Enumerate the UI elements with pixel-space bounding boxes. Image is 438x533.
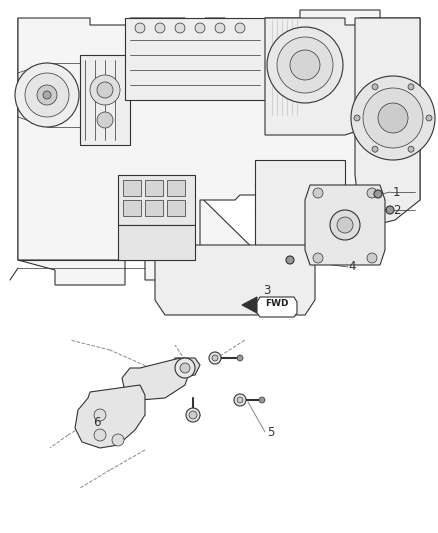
Polygon shape	[118, 225, 195, 260]
Circle shape	[313, 253, 323, 263]
Polygon shape	[170, 358, 200, 378]
Circle shape	[97, 82, 113, 98]
Bar	[145, 200, 163, 216]
Circle shape	[354, 115, 360, 121]
Circle shape	[189, 411, 197, 419]
Circle shape	[237, 355, 243, 361]
Bar	[10, 10, 430, 290]
Polygon shape	[155, 245, 315, 315]
Polygon shape	[118, 175, 195, 225]
Circle shape	[363, 88, 423, 148]
Text: 6: 6	[93, 416, 100, 429]
Circle shape	[386, 206, 394, 214]
Circle shape	[97, 112, 113, 128]
Circle shape	[94, 409, 106, 421]
Polygon shape	[255, 160, 345, 255]
Circle shape	[195, 23, 205, 33]
Circle shape	[290, 50, 320, 80]
Circle shape	[286, 256, 294, 264]
Circle shape	[426, 115, 432, 121]
Polygon shape	[80, 55, 130, 145]
Circle shape	[372, 146, 378, 152]
Text: 4: 4	[348, 260, 356, 272]
Circle shape	[215, 23, 225, 33]
Circle shape	[367, 253, 377, 263]
Circle shape	[209, 352, 221, 364]
Polygon shape	[125, 18, 265, 100]
Polygon shape	[18, 10, 420, 260]
Circle shape	[25, 73, 69, 117]
Circle shape	[374, 190, 382, 198]
Text: FWD: FWD	[265, 300, 289, 309]
Circle shape	[180, 363, 190, 373]
Circle shape	[175, 358, 195, 378]
Circle shape	[235, 23, 245, 33]
Bar	[145, 180, 163, 196]
Circle shape	[372, 84, 378, 90]
Bar	[167, 180, 185, 196]
Polygon shape	[355, 18, 420, 225]
Polygon shape	[305, 185, 385, 265]
Polygon shape	[265, 18, 380, 135]
Polygon shape	[75, 385, 145, 448]
Circle shape	[277, 37, 333, 93]
Text: 2: 2	[393, 204, 400, 216]
Circle shape	[267, 27, 343, 103]
Circle shape	[378, 103, 408, 133]
Circle shape	[15, 63, 79, 127]
Polygon shape	[257, 297, 297, 317]
Polygon shape	[18, 18, 270, 285]
Circle shape	[175, 23, 185, 33]
Polygon shape	[122, 358, 190, 400]
Circle shape	[234, 394, 246, 406]
Bar	[167, 200, 185, 216]
Text: 3: 3	[263, 285, 270, 297]
Circle shape	[408, 146, 414, 152]
Circle shape	[90, 75, 120, 105]
Circle shape	[135, 23, 145, 33]
Text: 1: 1	[393, 185, 400, 198]
Circle shape	[330, 210, 360, 240]
Circle shape	[408, 84, 414, 90]
Circle shape	[237, 397, 243, 403]
Circle shape	[43, 91, 51, 99]
Bar	[123, 180, 141, 196]
Circle shape	[94, 429, 106, 441]
Circle shape	[186, 408, 200, 422]
Circle shape	[337, 217, 353, 233]
Bar	[123, 200, 141, 216]
Text: 5: 5	[267, 425, 274, 439]
Circle shape	[259, 397, 265, 403]
Circle shape	[155, 23, 165, 33]
Circle shape	[37, 85, 57, 105]
Circle shape	[212, 355, 218, 361]
Polygon shape	[242, 297, 257, 313]
Circle shape	[351, 76, 435, 160]
Circle shape	[112, 434, 124, 446]
Circle shape	[367, 188, 377, 198]
Circle shape	[313, 188, 323, 198]
